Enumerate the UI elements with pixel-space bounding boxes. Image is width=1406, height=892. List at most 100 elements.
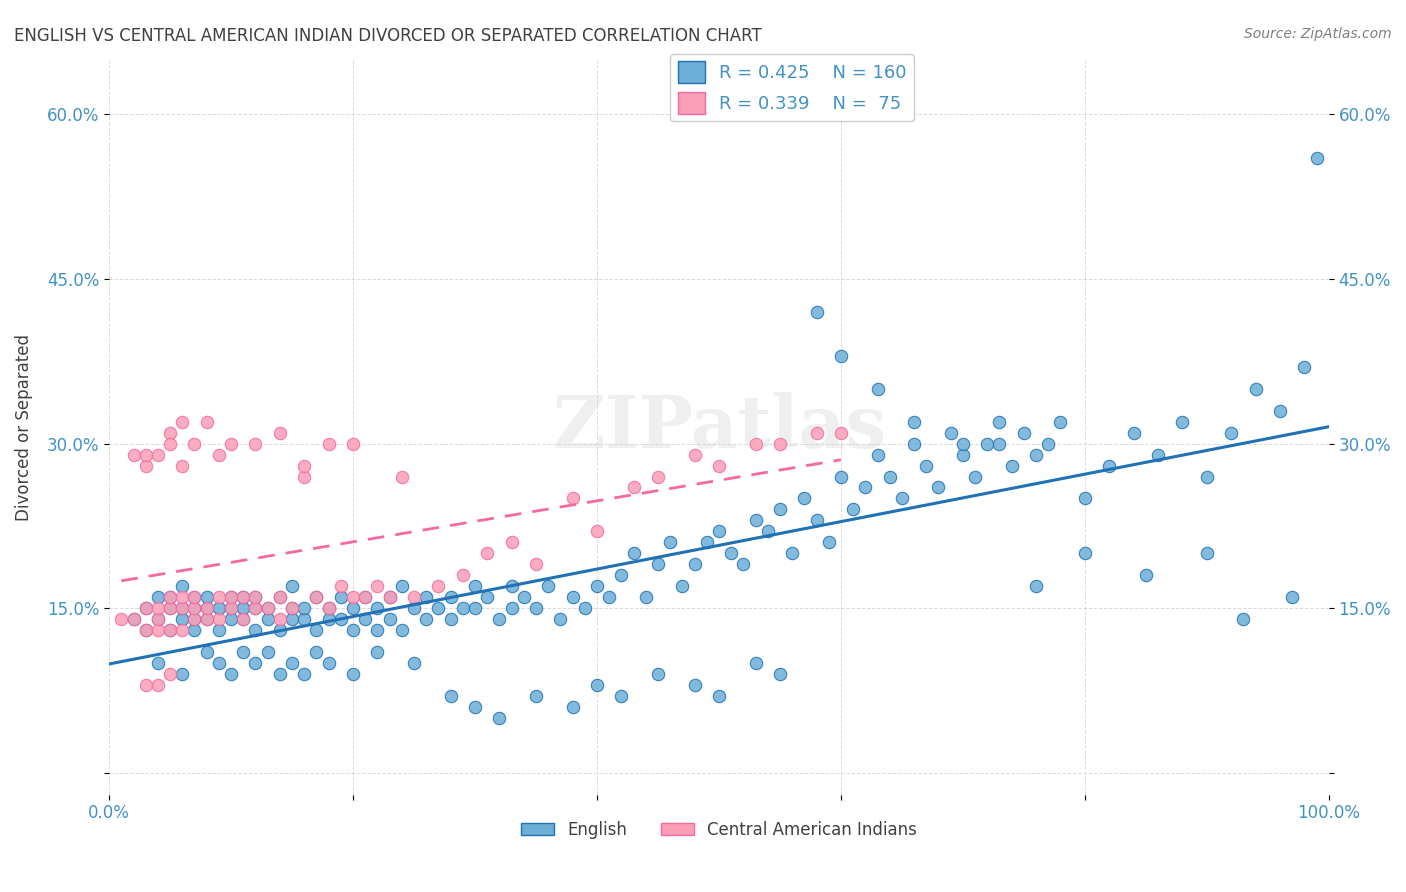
Point <box>561 491 583 506</box>
Point <box>439 689 461 703</box>
Point <box>537 579 560 593</box>
Point <box>659 535 682 549</box>
Point <box>402 601 425 615</box>
Point <box>135 601 157 615</box>
Point <box>574 601 596 615</box>
Point <box>1038 436 1060 450</box>
Point <box>135 448 157 462</box>
Point <box>269 591 291 605</box>
Point <box>780 546 803 560</box>
Point <box>146 612 169 626</box>
Point <box>146 678 169 692</box>
Point <box>159 601 181 615</box>
Point <box>366 645 388 659</box>
Point <box>219 436 242 450</box>
Point <box>1244 382 1267 396</box>
Point <box>172 579 194 593</box>
Point <box>391 469 413 483</box>
Point <box>281 601 304 615</box>
Point <box>391 623 413 637</box>
Point <box>135 623 157 637</box>
Point <box>415 612 437 626</box>
Point <box>1001 458 1024 473</box>
Point <box>122 612 145 626</box>
Point <box>110 612 132 626</box>
Point <box>219 601 242 615</box>
Point <box>342 591 364 605</box>
Point <box>183 601 205 615</box>
Point <box>683 678 706 692</box>
Point <box>195 601 218 615</box>
Point <box>439 612 461 626</box>
Point <box>208 601 231 615</box>
Point <box>464 700 486 714</box>
Point <box>292 469 315 483</box>
Point <box>232 612 254 626</box>
Point <box>172 458 194 473</box>
Point <box>524 601 547 615</box>
Point <box>939 425 962 440</box>
Point <box>318 656 340 670</box>
Point <box>853 481 876 495</box>
Point <box>976 436 998 450</box>
Point <box>135 458 157 473</box>
Point <box>769 436 792 450</box>
Point <box>232 645 254 659</box>
Point <box>817 535 839 549</box>
Point <box>256 601 278 615</box>
Point <box>281 601 304 615</box>
Point <box>451 601 474 615</box>
Point <box>208 448 231 462</box>
Point <box>903 436 925 450</box>
Point <box>501 601 523 615</box>
Text: Source: ZipAtlas.com: Source: ZipAtlas.com <box>1244 27 1392 41</box>
Point <box>354 591 377 605</box>
Point <box>464 579 486 593</box>
Point <box>1025 448 1047 462</box>
Point <box>623 481 645 495</box>
Point <box>245 601 267 615</box>
Point <box>183 591 205 605</box>
Point <box>329 612 352 626</box>
Point <box>269 623 291 637</box>
Point <box>183 612 205 626</box>
Point <box>342 601 364 615</box>
Point <box>183 623 205 637</box>
Point <box>146 601 169 615</box>
Point <box>707 458 730 473</box>
Point <box>208 656 231 670</box>
Point <box>623 546 645 560</box>
Point <box>915 458 938 473</box>
Point <box>305 591 328 605</box>
Point <box>342 623 364 637</box>
Point <box>696 535 718 549</box>
Point <box>318 612 340 626</box>
Point <box>744 656 766 670</box>
Point <box>890 491 912 506</box>
Point <box>671 579 693 593</box>
Point <box>195 612 218 626</box>
Point <box>415 591 437 605</box>
Point <box>219 591 242 605</box>
Point <box>842 502 865 516</box>
Point <box>122 448 145 462</box>
Point <box>159 623 181 637</box>
Point <box>830 469 852 483</box>
Point <box>318 601 340 615</box>
Point <box>183 612 205 626</box>
Point <box>586 524 609 539</box>
Point <box>366 623 388 637</box>
Point <box>647 469 669 483</box>
Point <box>965 469 987 483</box>
Point <box>146 591 169 605</box>
Point <box>744 513 766 527</box>
Point <box>634 591 657 605</box>
Point <box>172 667 194 681</box>
Point <box>903 415 925 429</box>
Point <box>1195 469 1218 483</box>
Point <box>159 425 181 440</box>
Point <box>1122 425 1144 440</box>
Point <box>269 667 291 681</box>
Point <box>866 448 889 462</box>
Point <box>245 436 267 450</box>
